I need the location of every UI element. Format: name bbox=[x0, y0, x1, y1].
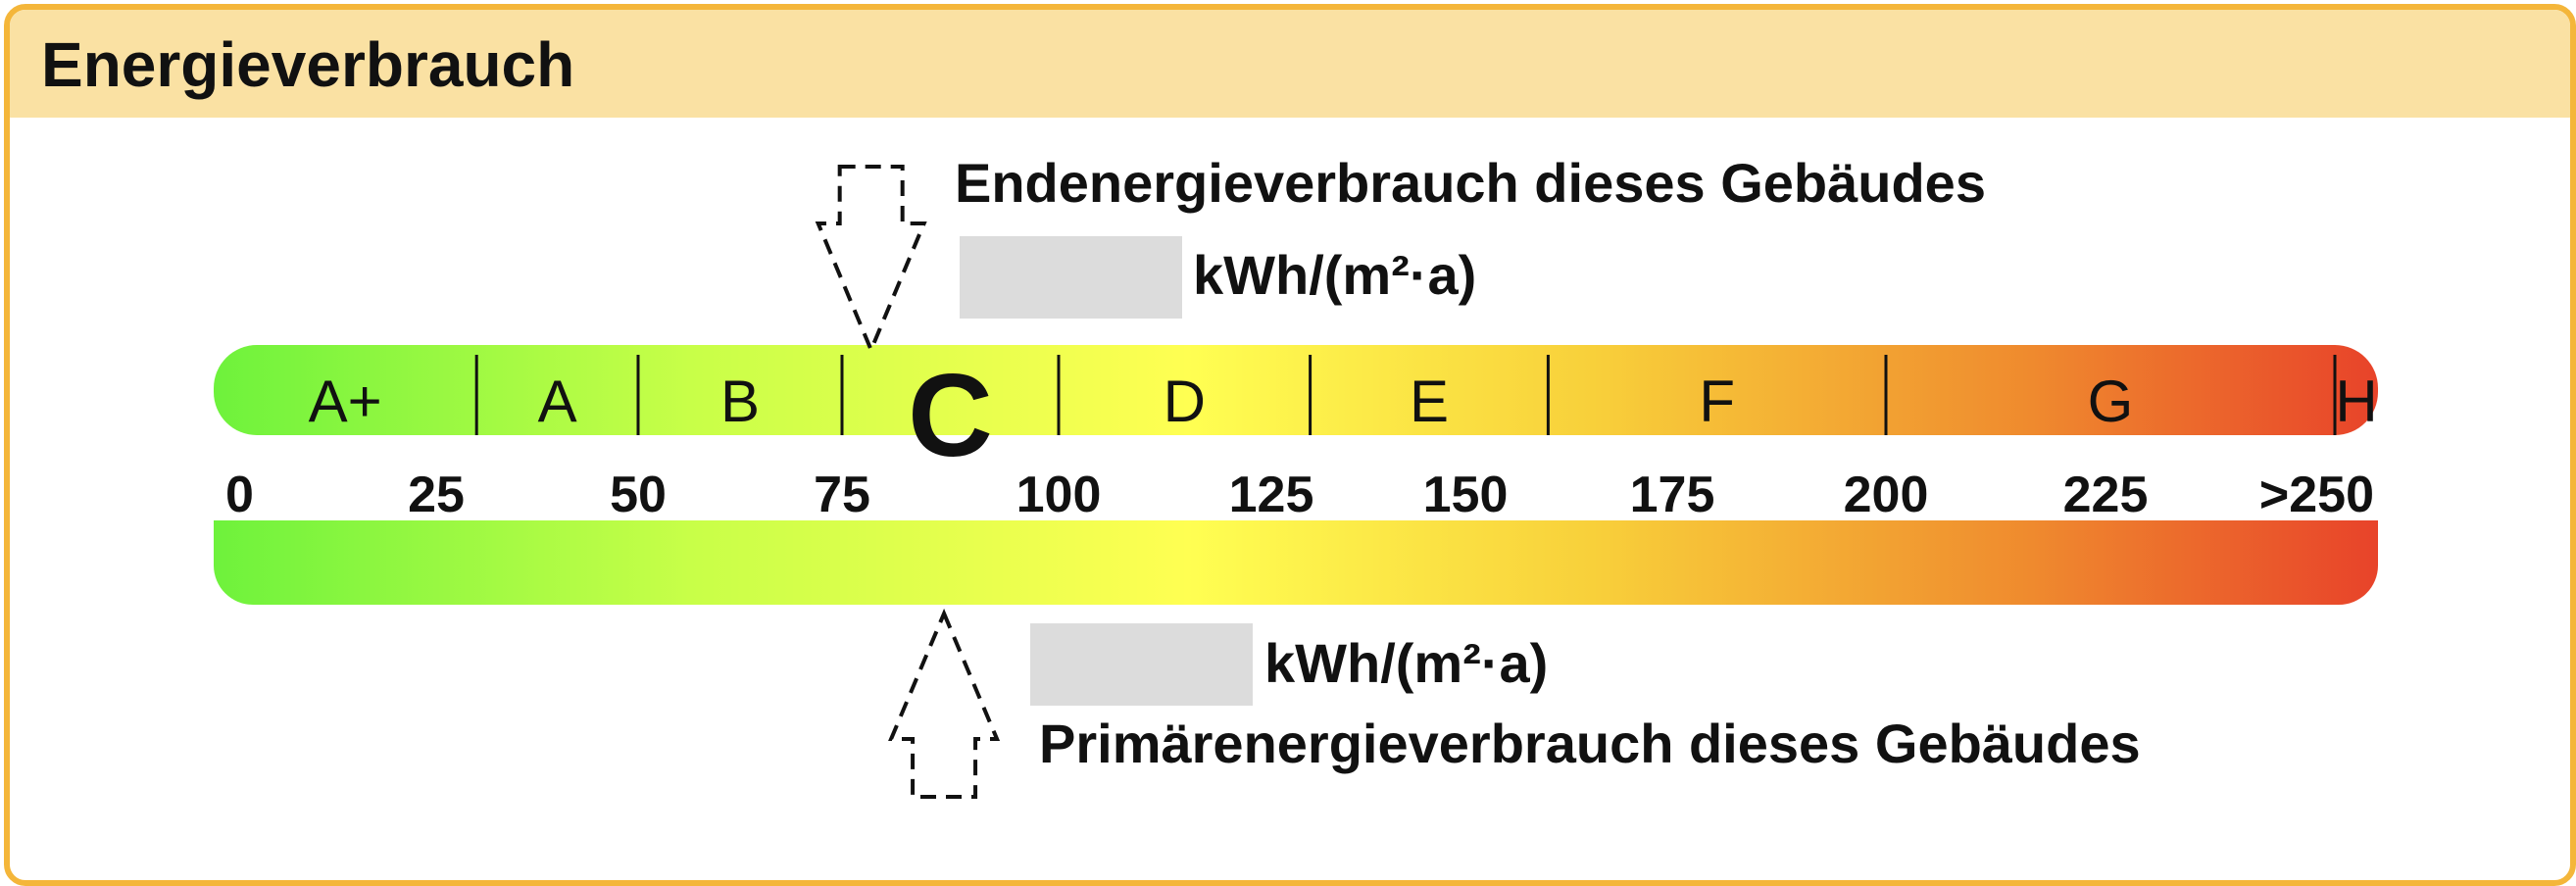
tick-label: 75 bbox=[814, 467, 870, 523]
primary-energy-unit: kWh/(m²·a) bbox=[1264, 632, 1548, 694]
primary-energy-label: Primärenergieverbrauch dieses Gebäudes bbox=[1039, 713, 2141, 774]
tick-label: 200 bbox=[1844, 467, 1929, 523]
tick-label: 225 bbox=[2063, 467, 2149, 523]
tick-label: 125 bbox=[1229, 467, 1314, 523]
end-energy-value-box bbox=[960, 236, 1182, 319]
class-label-h: H bbox=[2335, 369, 2377, 434]
end-energy-arrow-icon bbox=[815, 165, 927, 356]
page-title: Energieverbrauch bbox=[41, 29, 575, 100]
energy-certificate-panel: Energieverbrauch A+ A B C D E F G H 0 25 50 75 100 12… bbox=[4, 4, 2576, 886]
tick-label: 25 bbox=[408, 467, 465, 523]
class-label-b: B bbox=[720, 369, 760, 434]
energy-scale-chart: A+ A B C D E F G H 0 25 50 75 100 125 150 175 200 225 >250… bbox=[214, 152, 2378, 799]
tick-label: >250 bbox=[2259, 467, 2374, 523]
tick-label: 150 bbox=[1423, 467, 1509, 523]
tick-label: 0 bbox=[225, 467, 254, 523]
tick-label: 175 bbox=[1630, 467, 1715, 523]
tick-label: 50 bbox=[610, 467, 667, 523]
class-label-d: D bbox=[1164, 369, 1206, 434]
class-band bbox=[214, 345, 2378, 435]
class-label-g: G bbox=[2088, 369, 2134, 434]
class-label-e: E bbox=[1410, 369, 1449, 434]
end-energy-label: Endenergieverbrauch dieses Gebäudes bbox=[955, 152, 1986, 214]
class-label-aplus: A+ bbox=[309, 369, 382, 434]
gradient-scale-bar-top bbox=[214, 520, 2378, 560]
class-label-c: C bbox=[908, 350, 993, 481]
tick-label: 100 bbox=[1016, 467, 1102, 523]
class-label-a: A bbox=[538, 369, 577, 434]
primary-energy-arrow-icon bbox=[888, 608, 1001, 799]
end-energy-unit: kWh/(m²·a) bbox=[1193, 244, 1476, 306]
class-label-f: F bbox=[1699, 369, 1735, 434]
panel-header: Energieverbrauch bbox=[10, 10, 2570, 118]
primary-energy-value-box bbox=[1030, 623, 1253, 706]
